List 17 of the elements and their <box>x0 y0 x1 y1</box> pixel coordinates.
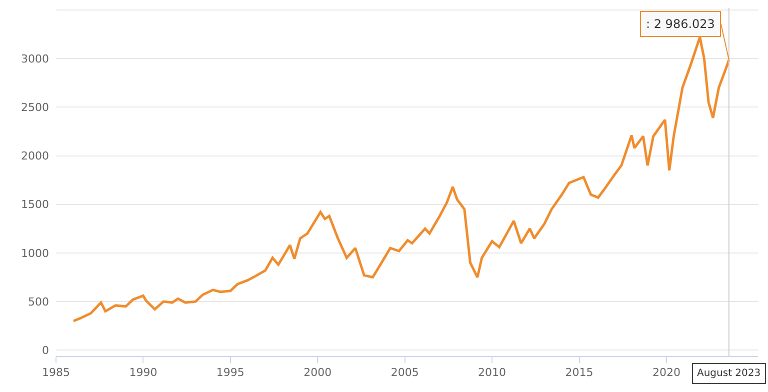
y-tick-label: 1500 <box>21 198 49 212</box>
x-tick-label: 1995 <box>216 366 244 380</box>
y-tick-label: 0 <box>42 344 49 358</box>
y-tick-label: 2500 <box>21 101 49 114</box>
x-tick-label: 2015 <box>565 366 594 380</box>
x-tick-label: 1990 <box>129 366 158 380</box>
annotation: : 2 986.023 <box>646 17 715 31</box>
x-tick-label: 1985 <box>42 366 70 380</box>
y-tick-label: 500 <box>28 295 49 308</box>
y-tick-label: 1000 <box>21 246 49 260</box>
x-tick-label: 2020 <box>652 366 680 380</box>
x-tick-label: 2005 <box>390 366 419 380</box>
x-tick-label: 2010 <box>478 366 506 380</box>
x-tick-label: 2000 <box>304 366 332 380</box>
y-tick-label: 2000 <box>21 150 49 163</box>
ref-line-label: August 2023 <box>697 368 761 379</box>
y-tick-label: 3000 <box>21 52 49 66</box>
